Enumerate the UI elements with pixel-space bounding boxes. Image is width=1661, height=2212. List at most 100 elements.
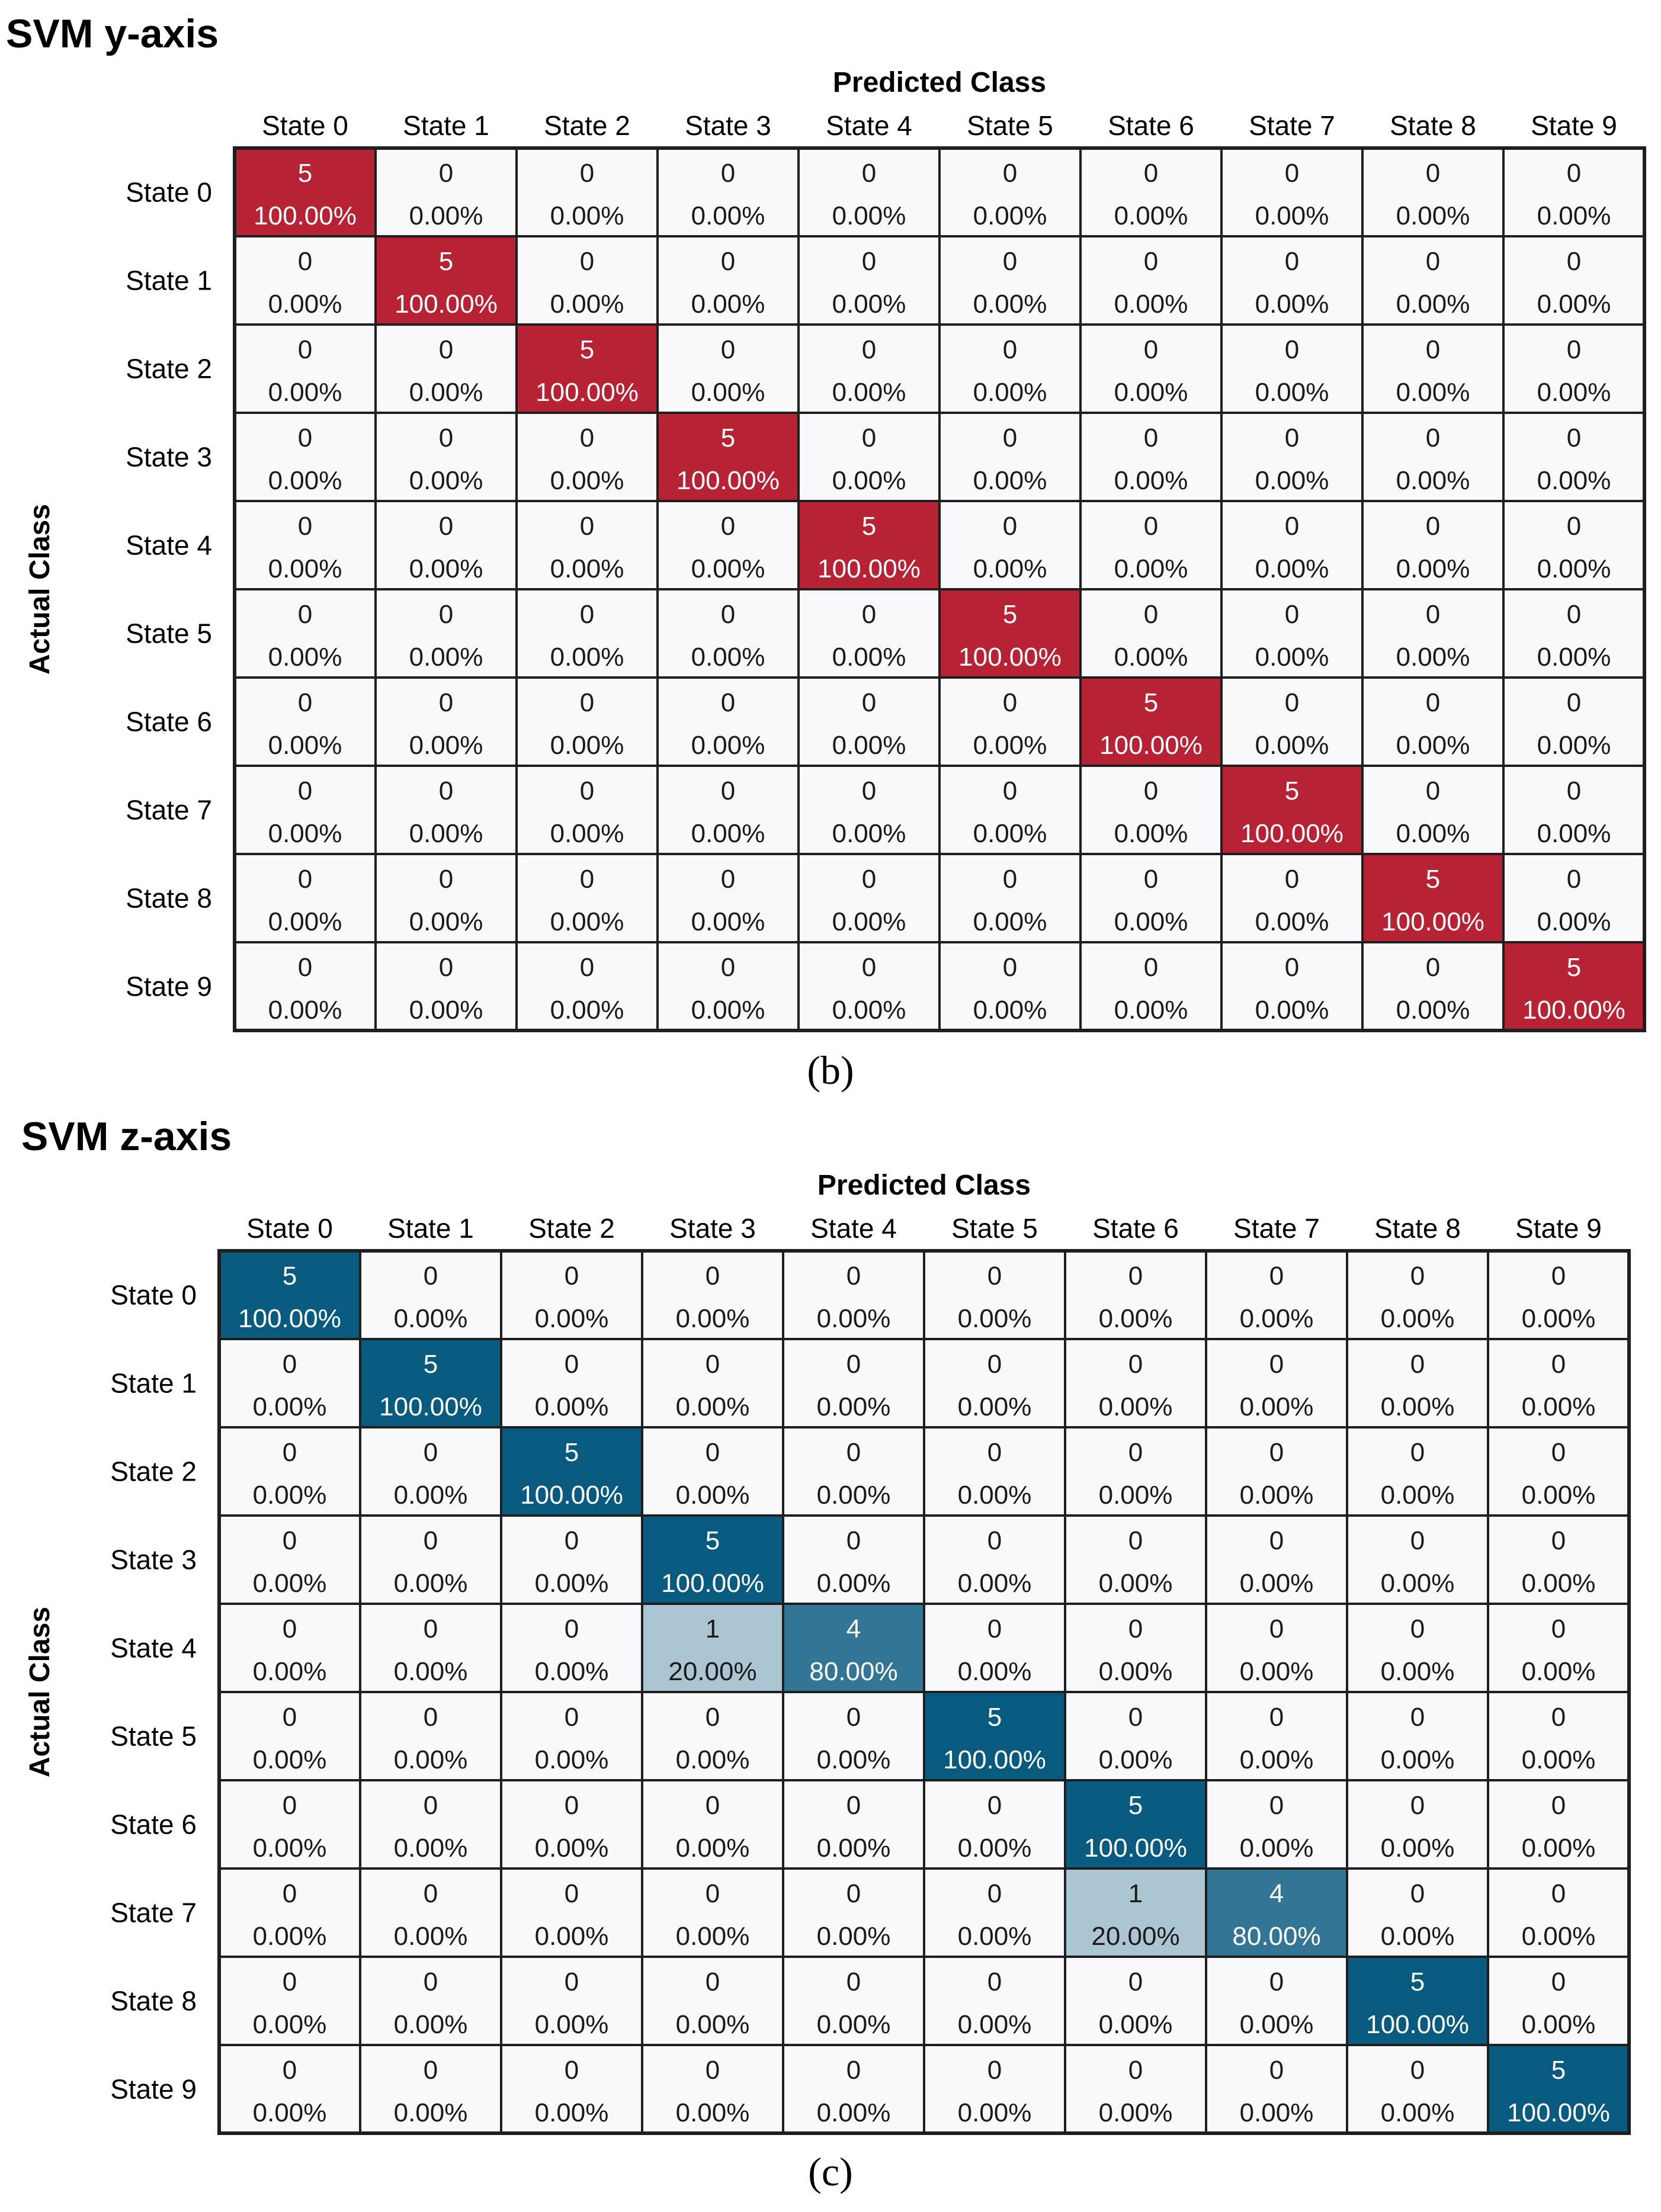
cell-percent: 0.00% xyxy=(958,1481,1032,1510)
cell-count: 5 xyxy=(862,512,876,541)
matrix-cell xyxy=(233,941,377,1032)
cell-count: 0 xyxy=(580,512,594,541)
matrix-cell xyxy=(1079,500,1223,590)
cell-count: 0 xyxy=(298,865,312,894)
cell-count: 5 xyxy=(439,247,453,276)
cell-percent: 0.00% xyxy=(691,996,765,1025)
cell-count: 0 xyxy=(1269,1614,1284,1643)
cell-percent: 0.00% xyxy=(1537,466,1611,495)
cell-percent: 0.00% xyxy=(817,1745,891,1774)
cell-count: 0 xyxy=(1285,512,1299,541)
cell-count: 1 xyxy=(706,1614,720,1643)
cell-count: 5 xyxy=(1128,1791,1143,1820)
cell-count: 0 xyxy=(1551,1526,1566,1555)
cell-percent: 0.00% xyxy=(394,2098,468,2127)
cell-count: 0 xyxy=(846,1261,861,1290)
cell-count: 0 xyxy=(1128,1703,1143,1732)
cell-percent: 0.00% xyxy=(268,466,342,495)
row-label: State 6 xyxy=(110,1809,197,1840)
cell-percent: 0.00% xyxy=(1537,907,1611,936)
matrix-cell xyxy=(1361,853,1505,943)
matrix-cell xyxy=(797,500,941,590)
cell-percent: 0.00% xyxy=(409,201,483,230)
cell-percent: 0.00% xyxy=(1240,1657,1314,1686)
cell-percent: 0.00% xyxy=(1114,996,1188,1025)
matrix-cell xyxy=(1205,1338,1348,1428)
matrix-cell xyxy=(515,853,659,943)
cell-count: 0 xyxy=(846,1526,861,1555)
matrix-cell xyxy=(1502,500,1646,590)
cell-percent: 0.00% xyxy=(253,1569,327,1598)
matrix-cell xyxy=(1220,853,1364,943)
cell-percent: 100.00% xyxy=(1084,1834,1187,1863)
cell-percent: 100.00% xyxy=(661,1569,764,1598)
cell-count: 0 xyxy=(1410,1526,1425,1555)
cell-count: 0 xyxy=(298,953,312,982)
cell-count: 5 xyxy=(298,159,312,188)
cell-percent: 100.00% xyxy=(520,1481,623,1510)
cell-count: 0 xyxy=(1285,688,1299,717)
cell-percent: 0.00% xyxy=(832,643,906,672)
matrix-cell xyxy=(1361,323,1505,414)
matrix-cell xyxy=(500,1250,643,1340)
matrix-cell xyxy=(218,1338,361,1428)
cell-percent: 0.00% xyxy=(691,643,765,672)
matrix-cell xyxy=(1487,1956,1630,2046)
cell-percent: 0.00% xyxy=(268,554,342,583)
cell-percent: 0.00% xyxy=(832,731,906,760)
cell-count: 0 xyxy=(1128,1526,1143,1555)
cell-percent: 0.00% xyxy=(1381,1481,1455,1510)
matrix-cell xyxy=(1502,941,1646,1032)
cell-count: 0 xyxy=(1410,1261,1425,1290)
cell-count: 0 xyxy=(1551,1703,1566,1732)
cell-count: 0 xyxy=(1567,865,1581,894)
cell-count: 0 xyxy=(580,865,594,894)
cell-percent: 0.00% xyxy=(1240,2098,1314,2127)
cell-count: 0 xyxy=(1003,512,1017,541)
cell-percent: 0.00% xyxy=(1522,1657,1596,1686)
cell-count: 0 xyxy=(1426,776,1440,805)
cell-percent: 0.00% xyxy=(958,2010,1032,2039)
cell-percent: 0.00% xyxy=(1537,378,1611,407)
cell-count: 0 xyxy=(1144,423,1158,452)
cell-count: 0 xyxy=(987,1261,1002,1290)
row-label: State 0 xyxy=(110,1280,197,1311)
cell-count: 0 xyxy=(580,247,594,276)
cell-count: 4 xyxy=(1269,1879,1284,1908)
cell-percent: 0.00% xyxy=(550,466,624,495)
matrix-cell xyxy=(782,1867,925,1958)
column-label: State 8 xyxy=(1374,1213,1461,1244)
cell-percent: 0.00% xyxy=(409,554,483,583)
matrix-cell xyxy=(233,412,377,502)
cell-count: 0 xyxy=(1269,1967,1284,1996)
cell-count: 0 xyxy=(1144,247,1158,276)
cell-count: 0 xyxy=(565,2056,579,2085)
cell-count: 0 xyxy=(580,688,594,717)
cell-count: 0 xyxy=(1567,600,1581,629)
matrix-cell xyxy=(1079,412,1223,502)
cell-count: 0 xyxy=(862,865,876,894)
cell-percent: 0.00% xyxy=(1396,643,1470,672)
cell-count: 0 xyxy=(1426,600,1440,629)
cell-percent: 0.00% xyxy=(253,1745,327,1774)
cell-percent: 0.00% xyxy=(676,1392,750,1421)
cell-count: 0 xyxy=(1128,1614,1143,1643)
cell-percent: 0.00% xyxy=(550,201,624,230)
cell-count: 0 xyxy=(1426,688,1440,717)
cell-percent: 100.00% xyxy=(1522,996,1625,1025)
matrix-cell xyxy=(1064,2044,1207,2134)
cell-count: 0 xyxy=(721,688,735,717)
matrix-cell xyxy=(500,1603,643,1693)
cell-count: 0 xyxy=(439,688,453,717)
matrix-cell xyxy=(1487,1867,1630,1958)
column-label: State 1 xyxy=(403,110,489,141)
cell-count: 0 xyxy=(565,1879,579,1908)
cell-count: 0 xyxy=(1128,1967,1143,1996)
chart-title: SVM y-axis xyxy=(6,11,219,56)
cell-count: 0 xyxy=(846,1967,861,1996)
matrix-cell xyxy=(1361,412,1505,502)
cell-count: 0 xyxy=(424,1438,438,1467)
cell-percent: 0.00% xyxy=(409,378,483,407)
matrix-cell xyxy=(938,765,1082,855)
cell-count: 0 xyxy=(1128,1261,1143,1290)
